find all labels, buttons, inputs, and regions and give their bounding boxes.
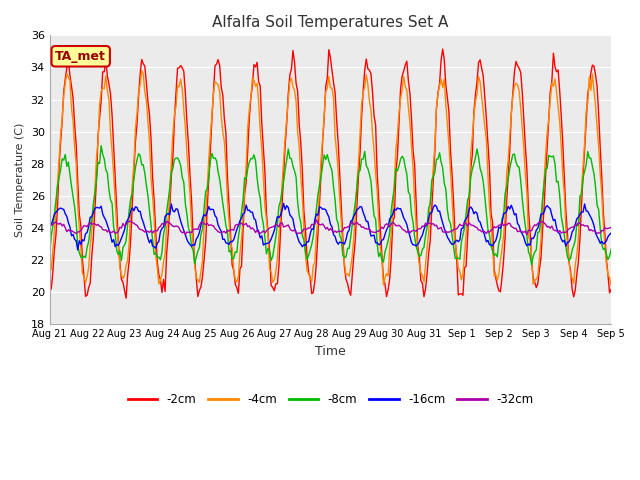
-32cm — [398, 226, 406, 232]
-32cm — [523, 232, 531, 238]
-32cm — [150, 228, 158, 234]
Line: -32cm: -32cm — [50, 220, 611, 235]
Line: -2cm: -2cm — [50, 49, 611, 298]
-8cm — [386, 229, 394, 235]
-16cm — [280, 201, 287, 206]
-2cm — [367, 71, 375, 76]
-16cm — [46, 224, 54, 229]
Line: -4cm: -4cm — [50, 71, 611, 286]
-8cm — [607, 246, 615, 252]
-8cm — [97, 143, 105, 148]
Line: -16cm: -16cm — [50, 204, 611, 250]
Line: -8cm: -8cm — [50, 145, 611, 265]
-8cm — [46, 251, 54, 256]
-32cm — [386, 223, 394, 229]
X-axis label: Time: Time — [315, 345, 346, 358]
-16cm — [387, 214, 395, 220]
-32cm — [312, 217, 320, 223]
-4cm — [540, 179, 548, 184]
Y-axis label: Soil Temperature (C): Soil Temperature (C) — [15, 123, 25, 237]
-2cm — [152, 229, 159, 235]
-16cm — [152, 245, 159, 251]
-8cm — [398, 154, 406, 159]
-32cm — [542, 221, 550, 227]
-2cm — [46, 287, 54, 292]
-4cm — [46, 267, 54, 273]
-4cm — [386, 246, 394, 252]
Title: Alfalfa Soil Temperatures Set A: Alfalfa Soil Temperatures Set A — [212, 15, 449, 30]
-4cm — [152, 252, 159, 257]
-4cm — [367, 107, 375, 113]
-8cm — [528, 262, 536, 268]
-2cm — [61, 76, 69, 82]
-2cm — [542, 172, 550, 178]
Legend: -2cm, -4cm, -8cm, -16cm, -32cm: -2cm, -4cm, -8cm, -16cm, -32cm — [123, 388, 538, 410]
-2cm — [439, 46, 447, 52]
-32cm — [46, 222, 54, 228]
-32cm — [367, 228, 375, 234]
-32cm — [61, 225, 69, 231]
-4cm — [61, 80, 69, 86]
-32cm — [607, 225, 615, 230]
-8cm — [61, 152, 69, 157]
-4cm — [138, 68, 145, 73]
-16cm — [61, 211, 69, 216]
Text: TA_met: TA_met — [55, 50, 106, 63]
-16cm — [607, 230, 615, 236]
-2cm — [386, 276, 394, 282]
-2cm — [122, 295, 130, 301]
-8cm — [367, 178, 375, 184]
-16cm — [369, 233, 376, 239]
-2cm — [398, 73, 406, 79]
-4cm — [607, 283, 615, 288]
-2cm — [607, 287, 615, 292]
-8cm — [542, 167, 550, 172]
-16cm — [74, 247, 81, 253]
-8cm — [152, 250, 159, 256]
-4cm — [398, 87, 406, 93]
-16cm — [400, 215, 408, 221]
-16cm — [542, 204, 550, 210]
